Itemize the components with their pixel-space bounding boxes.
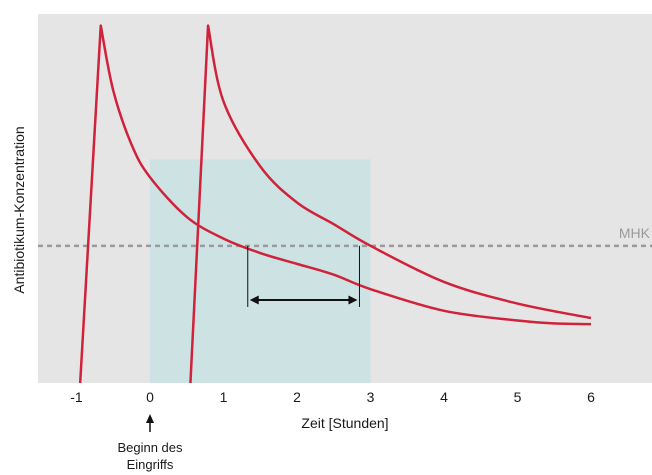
- x-tick-label: 6: [587, 389, 595, 405]
- x-axis-label: Zeit [Stunden]: [301, 415, 388, 431]
- y-axis-label: Antibiotikum-Konzentration: [11, 126, 27, 293]
- surgery-start-label-line: Eingriffs: [127, 457, 174, 472]
- surgery-window-shading: [150, 159, 371, 383]
- x-tick-label: -1: [70, 389, 83, 405]
- x-tick-label: 0: [146, 389, 154, 405]
- curves-group: [78, 24, 592, 384]
- up-arrow-icon: [146, 414, 154, 423]
- x-tick-label: 2: [293, 389, 301, 405]
- mhk-label: MHK: [619, 225, 651, 241]
- concentration-curve-2: [189, 24, 592, 384]
- surgery-start-label-line: Beginn des: [117, 440, 183, 455]
- x-tick-label: 4: [440, 389, 448, 405]
- surgery-start-marker: Beginn des Eingriffs: [117, 414, 183, 472]
- x-tick-labels: -1 0 1 2 3 4 5 6: [70, 389, 595, 405]
- x-tick-label: 5: [514, 389, 522, 405]
- interval-arrowhead-left: [249, 295, 259, 305]
- interval-arrowhead-right: [348, 295, 358, 305]
- concentration-curve-1: [78, 24, 592, 384]
- x-tick-label: 1: [220, 389, 228, 405]
- x-tick-label: 3: [367, 389, 375, 405]
